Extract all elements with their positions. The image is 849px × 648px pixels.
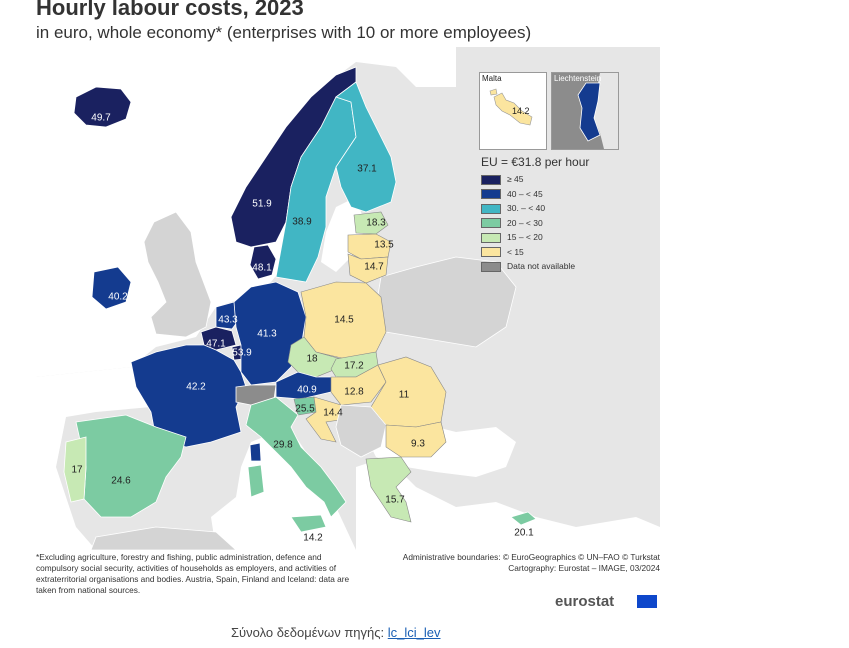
country-LT (347, 253, 389, 284)
value-label-pl: 14.5 (334, 315, 354, 326)
europe-map: 49.7 51.9 38.9 37.1 18.3 13.5 14.7 48.1 40.2 43.3… (36, 47, 660, 550)
value-label-bg: 9.3 (411, 439, 425, 450)
legend-item: Data not available (481, 261, 575, 272)
inset-malta-value: 14.2 (512, 106, 530, 116)
credits-boundaries: Administrative boundaries: © EuroGeograp… (402, 552, 660, 562)
country-EL (365, 456, 412, 523)
legend-item: 40 – < 45 (481, 189, 543, 200)
value-label-lv: 13.5 (374, 240, 394, 251)
legend-item: ≥ 45 (481, 174, 523, 185)
country-EE (353, 211, 389, 235)
source-line: Σύνολο δεδομένων πηγής: lc_lci_lev (231, 625, 441, 640)
legend-label: 15 – < 20 (507, 232, 543, 242)
country-DK (249, 244, 277, 280)
credits: Administrative boundaries: © EuroGeograp… (360, 552, 660, 574)
value-label-se: 38.9 (292, 217, 312, 228)
eurostat-logo: eurostat (555, 593, 615, 610)
footnote: *Excluding agriculture, forestry and fis… (36, 552, 350, 595)
legend-swatch (481, 174, 501, 185)
value-label-it: 29.8 (273, 440, 293, 451)
value-label-ro: 11 (399, 390, 410, 401)
country-HU (330, 364, 387, 406)
inset-liechtenstein-title: Liechtenstein (554, 74, 602, 83)
value-label-no: 51.9 (252, 199, 272, 210)
value-label-lt: 14.7 (364, 262, 384, 273)
country-FI (335, 81, 397, 213)
value-label-hr: 14.4 (323, 408, 343, 419)
country-FR-corsica (249, 442, 262, 462)
value-label-cy: 20.1 (514, 528, 534, 539)
country-BG (385, 421, 447, 458)
legend-swatch (481, 203, 501, 214)
legend-swatch (481, 232, 501, 243)
country-CY (510, 511, 537, 526)
value-label-dk: 48.1 (252, 263, 272, 274)
country-IT (245, 396, 347, 518)
legend-swatch (481, 247, 501, 258)
legend-title: EU = €31.8 per hour (481, 155, 590, 169)
legend-label: ≥ 45 (507, 174, 524, 184)
country-DE (233, 281, 307, 386)
country-IT-sardinia (247, 464, 265, 498)
value-label-sk: 17.2 (344, 361, 364, 372)
legend-swatch (481, 261, 501, 272)
country-IE (91, 266, 132, 310)
value-label-el: 15.7 (385, 495, 405, 506)
chart-subtitle: in euro, whole economy* (enterprises wit… (36, 23, 532, 42)
value-label-hu: 12.8 (344, 387, 364, 398)
value-labels: 49.7 51.9 38.9 37.1 18.3 13.5 14.7 48.1 40.2 43.3… (71, 113, 534, 544)
value-label-be: 47.1 (206, 339, 226, 350)
value-label-is: 49.7 (91, 113, 111, 124)
value-label-fr: 42.2 (186, 382, 206, 393)
chart-title: Hourly labour costs, 2023 (36, 0, 304, 20)
value-label-de: 41.3 (257, 329, 277, 340)
country-IT-sicily (290, 514, 327, 533)
legend-swatch (481, 218, 501, 229)
value-label-lu: 53.9 (232, 348, 252, 359)
legend-item: 15 – < 20 (481, 232, 543, 243)
value-label-nl: 43.3 (218, 315, 238, 326)
value-label-es: 24.6 (111, 476, 131, 487)
inset-malta-title: Malta (482, 74, 502, 83)
value-label-ie: 40.2 (108, 292, 128, 303)
inset-liechtenstein: Liechtenstein (551, 72, 619, 150)
country-PT (63, 436, 87, 503)
legend-item: < 15 (481, 247, 524, 258)
country-IS (73, 86, 132, 128)
legend-swatch (481, 189, 501, 200)
value-label-mt: 14.2 (303, 533, 323, 544)
value-label-pt: 17 (71, 465, 83, 476)
legend-item: 20 – < 30 (481, 218, 543, 229)
legend-label: < 15 (507, 246, 524, 257)
legend-label: 40 – < 45 (507, 188, 543, 199)
legend-label: Data not available (507, 261, 576, 271)
value-label-cz: 18 (306, 354, 318, 365)
legend-label: 30. – < 40 (507, 203, 546, 213)
source-label: Σύνολο δεδομένων πηγής: (231, 625, 385, 640)
value-label-si: 25.5 (295, 404, 315, 415)
value-label-ee: 18.3 (366, 218, 386, 229)
value-label-at: 40.9 (297, 385, 317, 396)
value-label-fi: 37.1 (357, 164, 377, 175)
inset-malta: Malta 14.2 (479, 72, 547, 150)
legend-label: 20 – < 30 (507, 217, 543, 228)
source-dataset-link[interactable]: lc_lci_lev (387, 625, 441, 640)
legend-item: 30. – < 40 (481, 203, 545, 214)
credits-cartography: Cartography: Eurostat – IMAGE, 03/2024 (508, 563, 660, 573)
eu-flag-icon (637, 595, 657, 608)
